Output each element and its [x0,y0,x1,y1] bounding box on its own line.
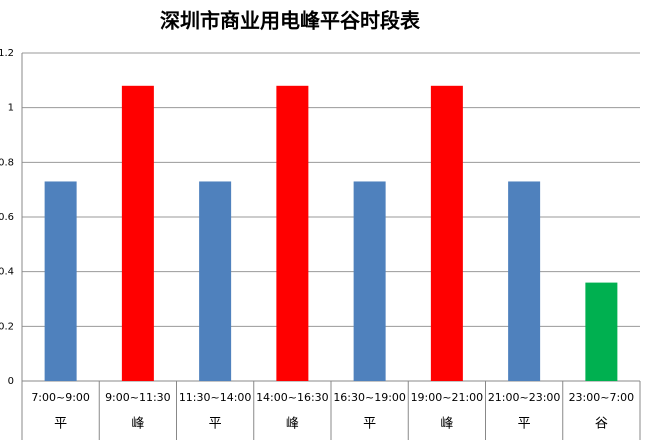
period-label: 峰 [131,417,144,432]
bar [508,181,541,381]
y-tick-label: 0.2 [0,321,14,332]
period-label: 平 [54,417,67,432]
period-label: 平 [209,417,222,432]
x-tick-label: 19:00~21:00 [411,391,484,404]
bar [585,282,618,381]
y-tick-label: 1.2 [0,48,14,59]
x-tick-label: 7:00~9:00 [31,391,90,404]
bar [44,181,77,381]
y-tick-label: 0.6 [0,212,14,223]
x-tick-label: 9:00~11:30 [105,391,171,404]
period-label: 峰 [286,417,299,432]
bar [353,181,386,381]
period-label: 峰 [440,417,453,432]
bar [276,85,309,382]
y-tick-label: 0.8 [0,157,14,168]
period-label: 平 [363,417,376,432]
x-tick-label: 21:00~23:00 [488,391,561,404]
bar [199,181,232,381]
y-tick-label: 1 [8,103,14,114]
bar [430,85,463,382]
y-tick-label: 0 [8,376,14,387]
bar [121,85,154,382]
period-label: 平 [518,417,531,432]
x-tick-label: 23:00~7:00 [569,391,635,404]
x-tick-label: 14:00~16:30 [256,391,329,404]
chart-title: 深圳市商业用电峰平谷时段表 [160,9,421,33]
x-tick-label: 16:30~19:00 [333,391,406,404]
x-tick-label: 11:30~14:00 [179,391,252,404]
y-tick-label: 0.4 [0,267,14,278]
period-label: 谷 [595,417,608,432]
